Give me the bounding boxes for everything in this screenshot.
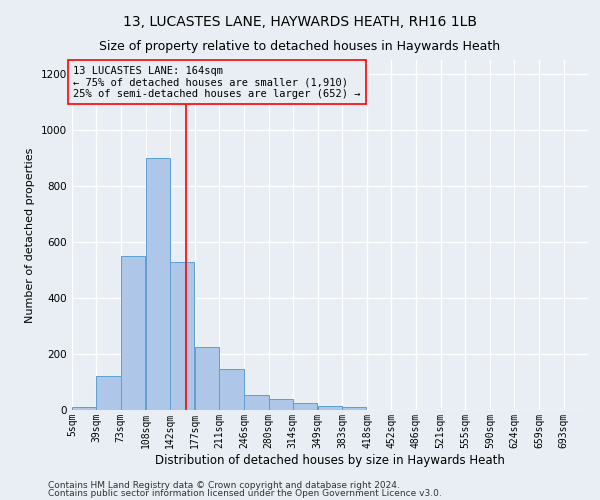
Bar — [269, 399, 293, 410]
Bar — [146, 158, 170, 410]
Bar — [244, 394, 269, 410]
Y-axis label: Number of detached properties: Number of detached properties — [25, 148, 35, 322]
Text: Size of property relative to detached houses in Haywards Heath: Size of property relative to detached ho… — [100, 40, 500, 53]
Bar — [96, 376, 121, 410]
Text: Contains HM Land Registry data © Crown copyright and database right 2024.: Contains HM Land Registry data © Crown c… — [48, 480, 400, 490]
Bar — [72, 407, 96, 410]
Text: 13 LUCASTES LANE: 164sqm
← 75% of detached houses are smaller (1,910)
25% of sem: 13 LUCASTES LANE: 164sqm ← 75% of detach… — [73, 66, 361, 99]
Bar — [293, 403, 317, 410]
Bar — [342, 407, 367, 410]
Bar — [318, 406, 342, 410]
Bar — [170, 262, 194, 410]
Bar — [219, 370, 244, 410]
Bar — [121, 256, 145, 410]
Text: 13, LUCASTES LANE, HAYWARDS HEATH, RH16 1LB: 13, LUCASTES LANE, HAYWARDS HEATH, RH16 … — [123, 15, 477, 29]
Text: Contains public sector information licensed under the Open Government Licence v3: Contains public sector information licen… — [48, 489, 442, 498]
Bar — [195, 347, 219, 410]
X-axis label: Distribution of detached houses by size in Haywards Heath: Distribution of detached houses by size … — [155, 454, 505, 466]
